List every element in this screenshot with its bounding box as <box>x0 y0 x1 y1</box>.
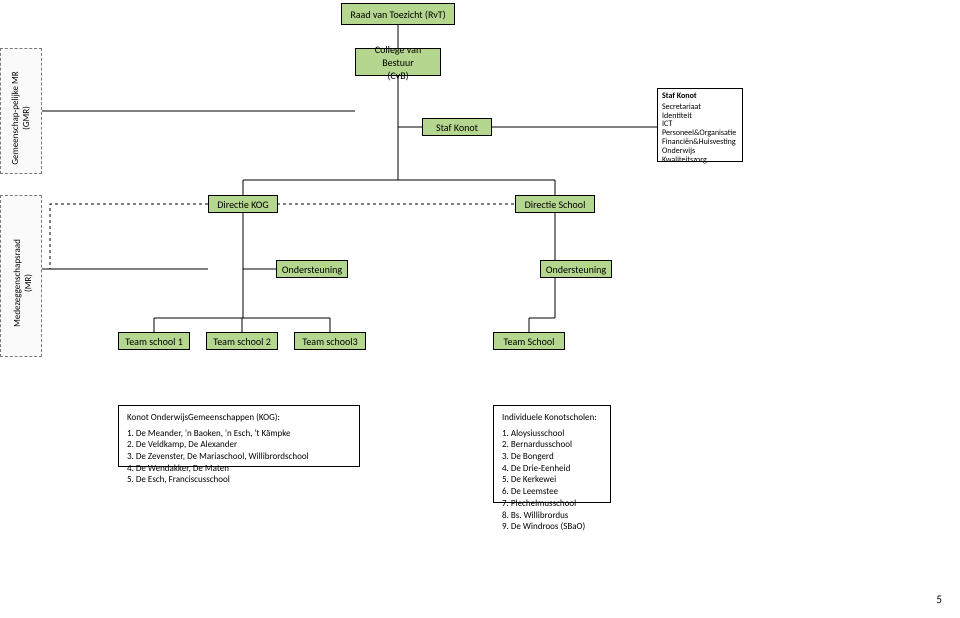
node-team-school: Team School <box>493 332 565 350</box>
node-dir-kog-text: Directie KOG <box>217 198 268 211</box>
node-ond-right-text: Ondersteuning <box>546 263 606 276</box>
info-left-item: 2. De Veldkamp, De Alexander <box>127 439 309 451</box>
connector-lines <box>0 0 960 618</box>
node-team2: Team school 2 <box>206 332 278 350</box>
page-number: 5 <box>936 593 942 606</box>
info-left-item: 5. De Esch, Franciscusschool <box>127 474 309 486</box>
staf-right-item: Identiteit <box>662 112 736 121</box>
node-staf-right-title: Staf Konot <box>662 92 697 101</box>
node-staf-right: Staf Konot SecretariaatIdentiteitICTPers… <box>657 88 743 162</box>
node-team3: Team school3 <box>294 332 366 350</box>
info-left-item: 1. De Meander, 'n Baoken, 'n Esch, 't Kä… <box>127 428 309 440</box>
info-right-item: 1. Aloysiusschool <box>502 428 597 440</box>
side-gmr-l2: (GMR) <box>21 106 32 130</box>
node-ond-left: Ondersteuning <box>276 260 348 278</box>
side-gmr: Gemeenschap-pelijke MR (GMR) <box>0 48 42 174</box>
info-right-item: 5. De Kerkewei <box>502 474 597 486</box>
node-ond-left-text: Ondersteuning <box>282 263 342 276</box>
staf-right-item: Kwaliteitszorg <box>662 156 736 165</box>
info-left-item: 4. De Wendakker, De Maten <box>127 463 309 475</box>
node-rvt-text: Raad van Toezicht (RvT) <box>350 8 445 21</box>
info-right-item: 4. De Drie-Eenheid <box>502 463 597 475</box>
node-dir-school: Directie School <box>515 195 595 213</box>
node-cvb: College van Bestuur (CvB) <box>355 48 441 76</box>
info-right-item: 6. De Leemstee <box>502 486 597 498</box>
info-right-items: 1. Aloysiusschool2. Bernardusschool3. De… <box>502 428 597 533</box>
node-dir-school-text: Directie School <box>525 198 586 211</box>
info-right: Individuele Konotscholen: 1. Aloysiussch… <box>493 405 611 503</box>
info-right-item: 9. De Windroos (SBaO) <box>502 521 597 533</box>
info-right-item: 7. Plechelmusschool <box>502 498 597 510</box>
side-mr-l2: (MR) <box>23 274 34 292</box>
side-mr-l1: Medezeggenschapsraad <box>12 239 23 327</box>
node-team1-text: Team school 1 <box>125 335 183 348</box>
node-team-school-text: Team School <box>504 335 555 348</box>
node-team2-text: Team school 2 <box>213 335 271 348</box>
node-staf-mid-text: Staf Konot <box>436 121 478 134</box>
info-right-item: 3. De Bongerd <box>502 451 597 463</box>
info-right-item: 8. Bs. Willibrordus <box>502 510 597 522</box>
info-left: Konot OnderwijsGemeenschappen (KOG): 1. … <box>118 405 360 467</box>
info-right-title: Individuele Konotscholen: <box>502 412 597 424</box>
info-left-items: 1. De Meander, 'n Baoken, 'n Esch, 't Kä… <box>127 428 309 486</box>
node-rvt: Raad van Toezicht (RvT) <box>341 3 455 25</box>
staf-right-list: SecretariaatIdentiteitICTPersoneel&Organ… <box>662 103 736 165</box>
node-dir-kog: Directie KOG <box>208 195 278 213</box>
node-staf-mid: Staf Konot <box>422 118 492 136</box>
side-gmr-l1: Gemeenschap-pelijke MR <box>10 71 21 164</box>
info-left-title: Konot OnderwijsGemeenschappen (KOG): <box>127 412 309 424</box>
node-team3-text: Team school3 <box>302 335 357 348</box>
info-left-item: 3. De Zevenster, De Mariaschool, Willibr… <box>127 451 309 463</box>
node-cvb-text: College van Bestuur (CvB) <box>360 43 436 82</box>
node-team1: Team school 1 <box>118 332 190 350</box>
side-mr: Medezeggenschapsraad (MR) <box>0 195 42 357</box>
info-right-item: 2. Bernardusschool <box>502 439 597 451</box>
node-ond-right: Ondersteuning <box>540 260 612 278</box>
